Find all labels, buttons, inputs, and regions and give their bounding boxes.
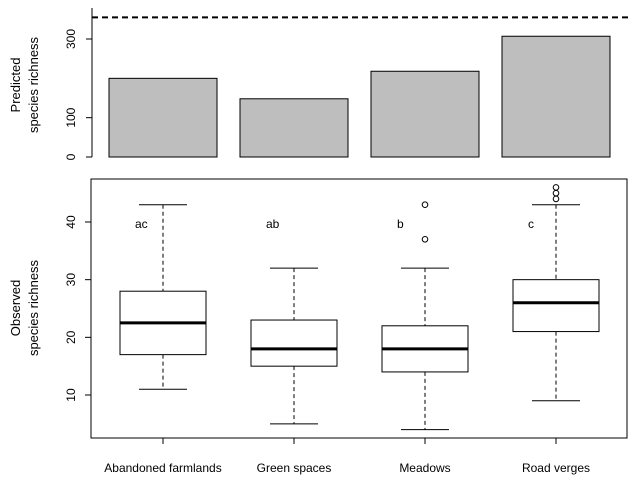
bottom-y-tick-label: 20 <box>64 330 78 344</box>
box-3-letter: c <box>528 217 534 231</box>
box-1-letter: ab <box>266 217 280 231</box>
bottom-y-label-line2: species richness <box>26 259 41 356</box>
bar-3 <box>501 35 611 158</box>
bar-1 <box>239 98 349 158</box>
box-3-outlier <box>552 184 560 191</box>
category-label-3: Road verges <box>522 461 590 475</box>
box-2-letter: b <box>397 217 404 231</box>
category-label-2: Meadows <box>399 461 450 475</box>
bottom-plot-frame <box>90 178 628 439</box>
category-label-0: Abandoned farmlands <box>104 461 221 475</box>
box-3-outlier <box>552 189 560 197</box>
box-2-outlier <box>421 236 429 243</box>
box-3-outlier <box>552 195 560 203</box>
box-1-iqr <box>250 319 338 367</box>
bottom-y-tick-label: 40 <box>64 215 78 229</box>
bar-0 <box>108 77 218 158</box>
top-y-tick-label: 0 <box>64 153 78 160</box>
bottom-y-tick-label: 10 <box>64 388 78 402</box>
bottom-y-label-line1: Observed <box>8 280 23 336</box>
top-y-label-line1: Predicted <box>8 58 23 113</box>
top-y-label-line2: species richness <box>26 36 41 133</box>
bar-2 <box>370 70 480 158</box>
top-y-tick-label: 100 <box>64 107 78 127</box>
box-3-iqr <box>512 279 600 333</box>
category-label-1: Green spaces <box>257 461 332 475</box>
box-0-letter: ac <box>135 217 148 231</box>
box-2-outlier <box>421 201 429 208</box>
bottom-y-tick-label: 30 <box>64 273 78 287</box>
top-y-tick-label: 300 <box>64 29 78 49</box>
